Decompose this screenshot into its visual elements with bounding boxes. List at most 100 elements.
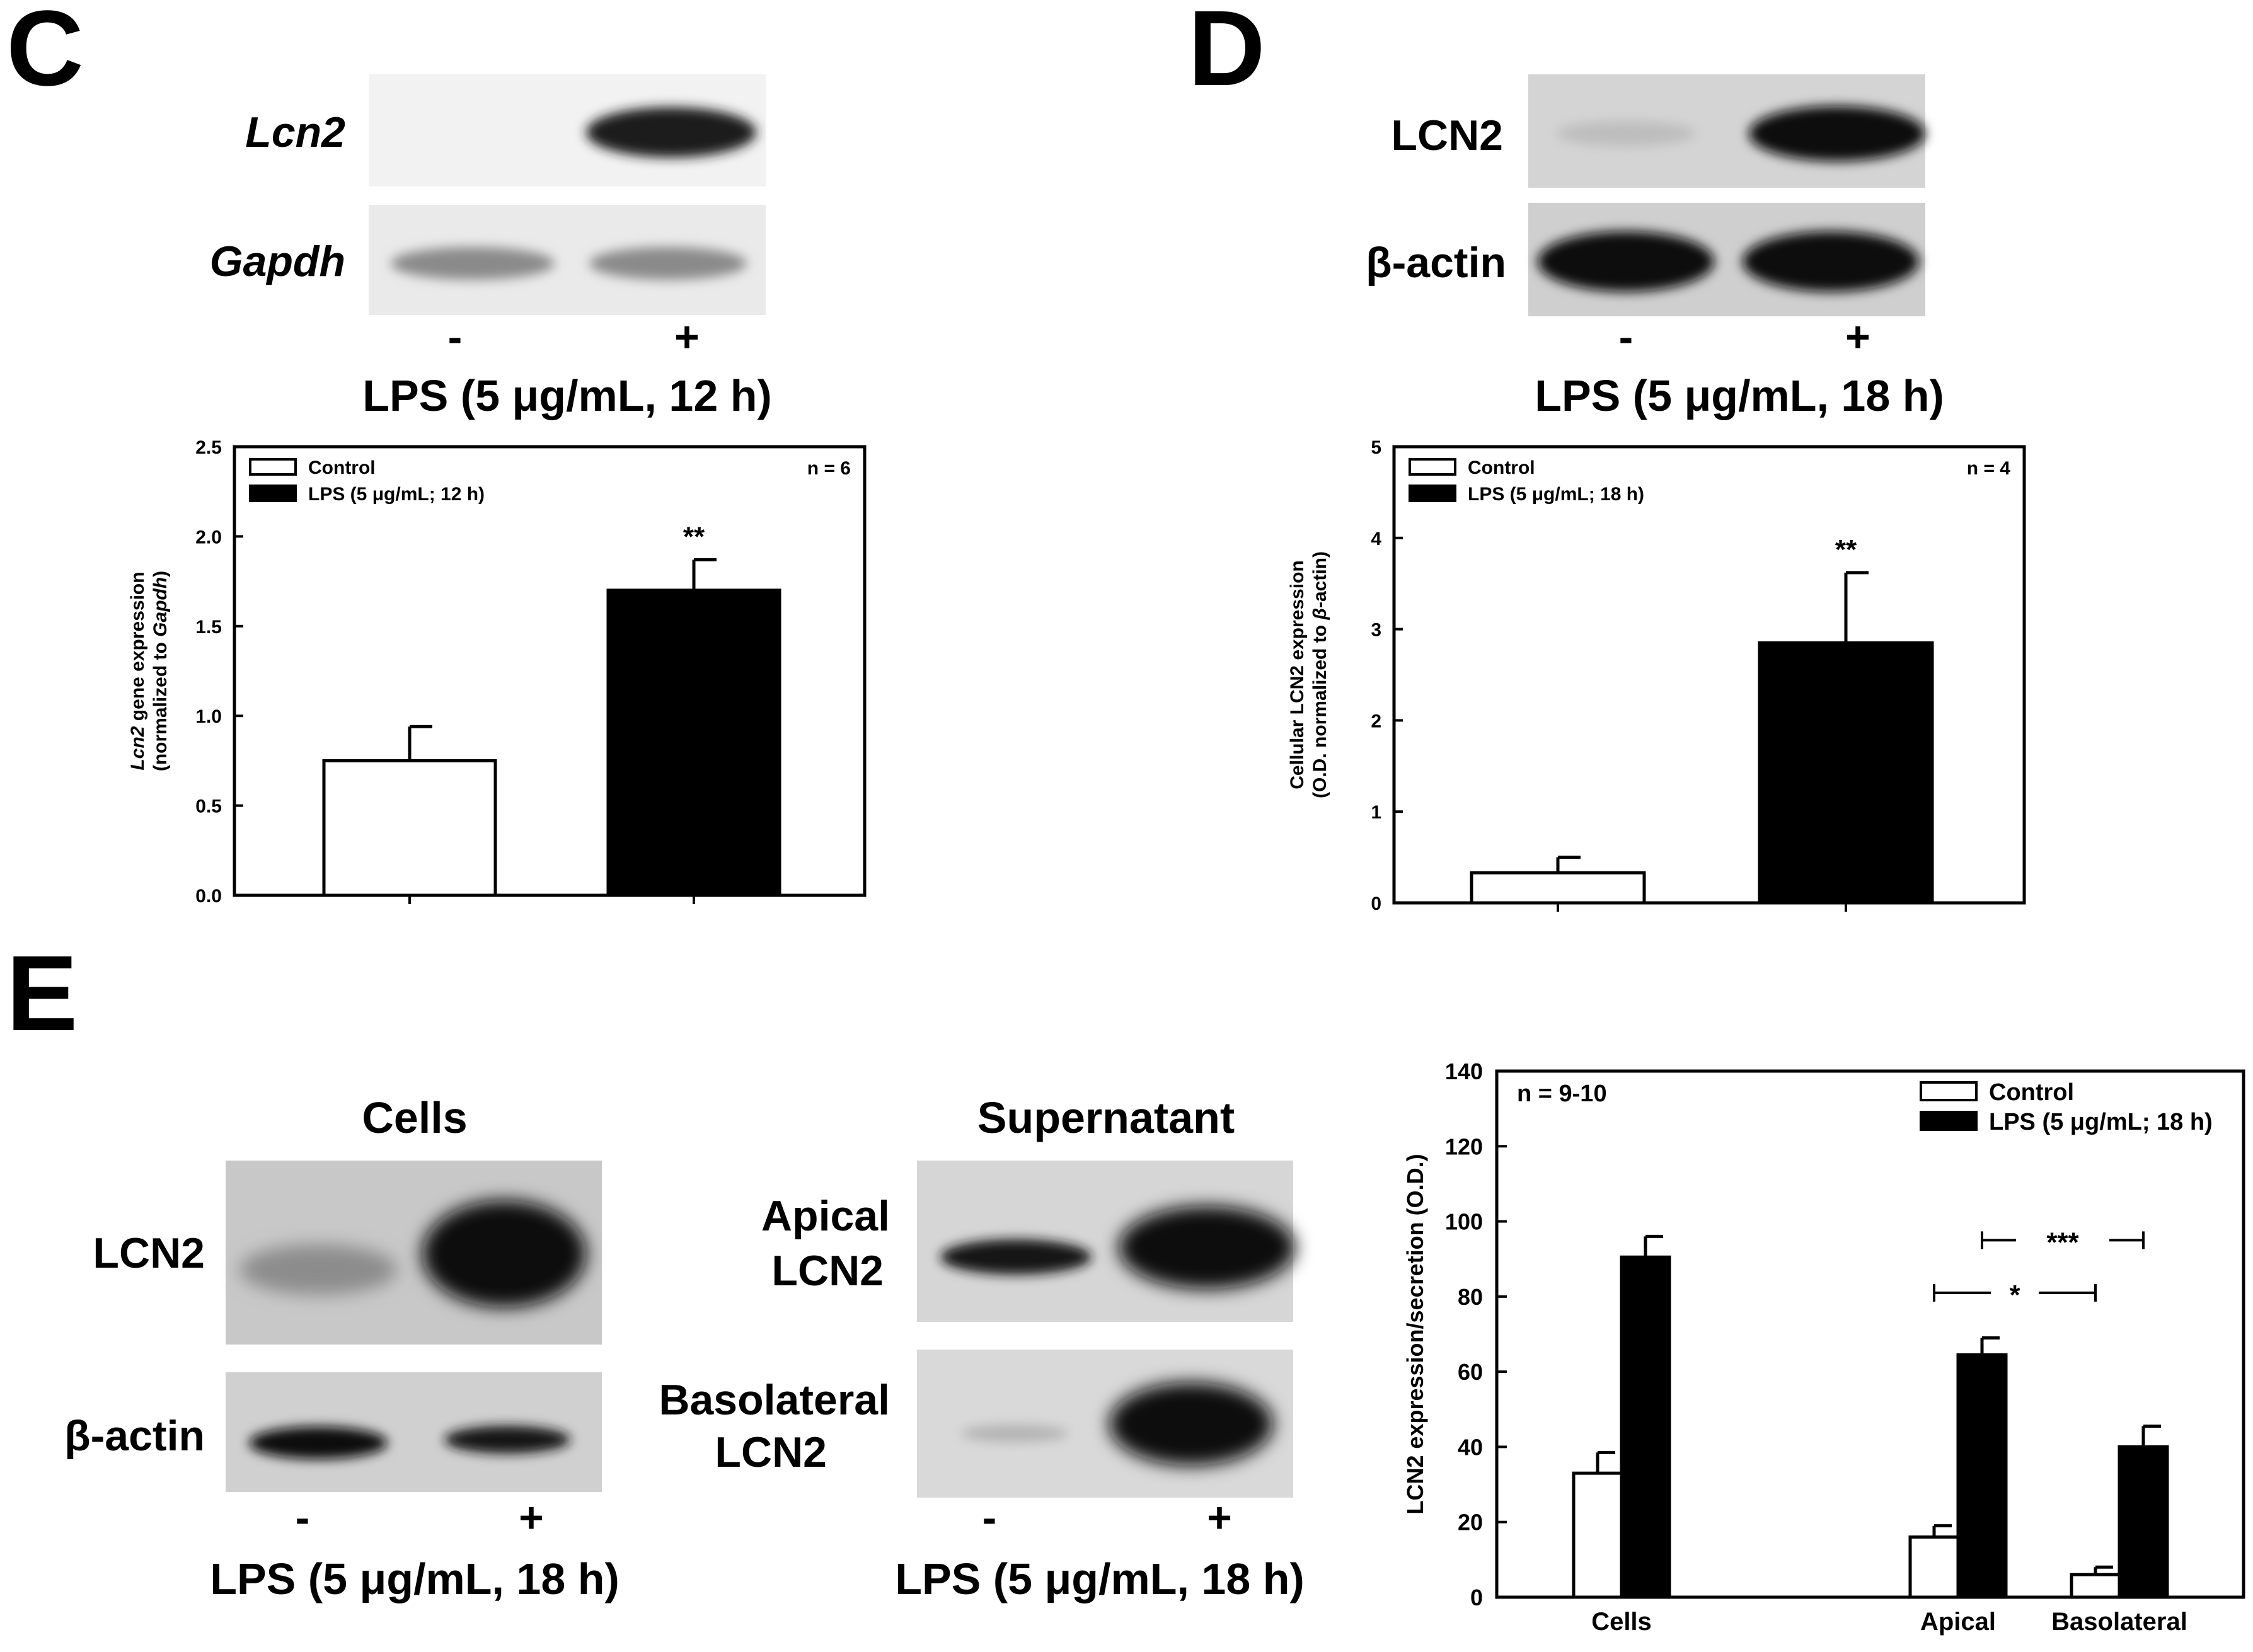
chart-c-ytick-label: 2.5: [195, 437, 222, 458]
chart-e-legend-label: LPS (5 μg/mL; 18 h): [1989, 1109, 2213, 1135]
chart-d-ylabel-part: -actin): [1310, 551, 1330, 608]
chart-d-significance-label: **: [1835, 534, 1857, 565]
blot-e-cells-actin-band-plus: [444, 1426, 570, 1454]
chart-d-ylabel-part: β: [1310, 608, 1330, 621]
chart-c-bar-lps: [606, 588, 781, 897]
chart-c-ylabel-part: ): [150, 571, 171, 577]
blot-e-sup-baso-band-plus: [1109, 1382, 1273, 1466]
chart-c-legend-label: LPS (5 μg/mL; 12 h): [308, 484, 485, 505]
blot-c-lane-minus: -: [448, 313, 463, 361]
chart-d-ytick-label: 3: [1371, 620, 1381, 641]
chart-d-ylabel-part: Cellular LCN2 expression: [1287, 560, 1308, 789]
chart-e-ytick-label: 120: [1445, 1133, 1483, 1159]
chart-c-ylabel-part: (normalized to: [150, 637, 171, 771]
blot-c-gapdh-band-plus: [589, 247, 747, 280]
chart-e-bar-apical-lps: [1956, 1353, 2008, 1599]
chart-e-plot-frame: [1495, 1069, 2245, 1599]
chart-d-legend-label: LPS (5 μg/mL; 18 h): [1468, 484, 1644, 505]
blot-d-actin-band-minus: [1538, 231, 1714, 292]
chart-c-legend-label: Control: [308, 457, 376, 478]
blot-e-sup-title: Supernatant: [977, 1093, 1235, 1142]
chart-c-ytick-label: 1.0: [195, 706, 222, 727]
chart-d-ylabel-line-2: (O.D. normalized to β-actin): [1310, 551, 1330, 798]
blot-c-row-label-2: Gapdh: [210, 238, 345, 285]
chart-d-ytick-label: 5: [1371, 437, 1381, 458]
chart-c-legend-swatch: [249, 485, 297, 502]
chart-d-legend-swatch: [1409, 485, 1456, 502]
chart-d-ylabel-part: (O.D. normalized to: [1310, 620, 1330, 798]
blot-c-lane-plus: +: [674, 313, 700, 361]
chart-e-xtick-label: Apical: [1920, 1608, 1996, 1636]
chart-e-ylabel: LCN2 expression/secretion (O.D.): [1402, 1154, 1428, 1514]
chart-e-bar-basolateral-control: [2070, 1573, 2121, 1599]
chart-e: 0 20 40 60 80 100 120 140 Cells Apical Basolateral…: [1402, 1058, 2245, 1636]
chart-e-ytick-label: 100: [1445, 1209, 1483, 1235]
blot-e-cells-caption: LPS (5 μg/mL, 18 h): [210, 1554, 619, 1603]
blot-e-sup-apical-band-plus: [1119, 1206, 1295, 1289]
chart-d-ytick-label: 1: [1371, 802, 1381, 823]
blot-e-cells-actin-band-minus: [249, 1426, 388, 1459]
chart-e-bar-basolateral-lps: [2118, 1445, 2169, 1599]
chart-c-n-label: n = 6: [807, 458, 851, 479]
chart-c-ylabel-part: gene expression: [127, 571, 148, 726]
blot-e-cells-lane-plus: +: [519, 1494, 544, 1542]
chart-e-ytick-label: 40: [1458, 1434, 1483, 1460]
blot-e-supernatant: Supernatant Apical LCN2 Basolateral LCN2…: [659, 1093, 1304, 1603]
blot-e-sup-apical-band-minus: [940, 1239, 1092, 1275]
blot-d-lcn2-band-minus: [1557, 121, 1695, 146]
chart-d-ytick-label: 2: [1371, 711, 1381, 731]
blot-e-sup-lane-plus: +: [1207, 1494, 1232, 1542]
chart-e-xtick-label: Basolateral: [2051, 1608, 2187, 1636]
blot-e-sup-row-label-1b: LCN2: [771, 1247, 884, 1295]
blot-e-sup-row-label-1a: Apical: [761, 1192, 890, 1240]
chart-e-ytick-label: 60: [1458, 1359, 1483, 1385]
blot-d: LCN2 β-actin - + LPS (5 μg/mL, 18 h): [1366, 74, 1944, 420]
chart-e-significance-apical-baso-control-label: *: [2009, 1280, 2020, 1311]
blot-c: Lcn2 Gapdh - + LPS (5 μg/mL, 12 h): [210, 74, 772, 420]
chart-c-plot-frame: [233, 445, 867, 897]
blot-c-gapdh-band-minus: [391, 247, 555, 280]
chart-c-ytick-label: 0.0: [195, 886, 222, 907]
blot-d-lcn2-band-plus: [1749, 106, 1925, 161]
blot-d-actin-band-plus: [1743, 231, 1919, 292]
chart-c-ytick-label: 1.5: [195, 617, 222, 638]
blot-e-cells-lane-minus: -: [296, 1494, 310, 1542]
chart-e-ytick-label: 140: [1445, 1058, 1483, 1084]
chart-e-xtick-label: Cells: [1591, 1608, 1652, 1636]
panel-label-d: D: [1188, 0, 1265, 108]
chart-e-n-label: n = 9-10: [1517, 1081, 1607, 1107]
blot-d-lane-minus: -: [1619, 313, 1634, 361]
chart-e-bar-apical-control: [1908, 1535, 1960, 1599]
blot-e-sup-lane-minus: -: [982, 1494, 997, 1542]
chart-d-plot-frame: [1392, 445, 2026, 905]
chart-e-significance-apical-baso-lps-label: ***: [2046, 1227, 2079, 1258]
blot-d-row-label-1: LCN2: [1391, 112, 1503, 159]
blot-e-cells: Cells LCN2 β-actin - + LPS (5 μg/mL, 18 …: [64, 1093, 619, 1603]
blot-c-lcn2-band-plus: [586, 107, 756, 158]
blot-e-cells-lcn2-band-minus: [239, 1244, 397, 1295]
chart-e-legend-swatch: [1920, 1111, 1978, 1131]
chart-c-legend-swatch: [249, 458, 297, 476]
chart-d-legend-swatch: [1409, 458, 1456, 476]
chart-d: 0 1 2 3 4 5 ** Control LPS (5 μg/mL; 18 h) n = 4 C…: [1287, 437, 2026, 914]
chart-e-ytick-label: 80: [1458, 1284, 1483, 1310]
blot-c-caption: LPS (5 μg/mL, 12 h): [362, 371, 772, 420]
blot-e-cells-row-label-2: β-actin: [64, 1412, 205, 1460]
chart-e-legend-swatch: [1920, 1081, 1978, 1101]
chart-c-ylabel-part: Lcn2: [127, 726, 148, 770]
blot-d-row-label-2: β-actin: [1366, 239, 1506, 287]
chart-c-ytick-label: 2.0: [195, 527, 222, 548]
blot-d-lane-plus: +: [1845, 313, 1870, 361]
panel-label-c: C: [6, 0, 84, 108]
chart-d-ytick-label: 4: [1371, 529, 1381, 549]
chart-c-ylabel-line-2: (normalized to Gapdh): [150, 571, 171, 771]
blot-e-sup-row-label-2b: LCN2: [715, 1428, 827, 1476]
chart-d-bar-control: [1470, 871, 1646, 905]
chart-e-ytick-label: 20: [1458, 1510, 1483, 1535]
blot-c-row-label-1: Lcn2: [245, 108, 345, 156]
blot-e-cells-row-label-1: LCN2: [93, 1229, 205, 1277]
chart-c-ylabel-line-1: Lcn2 gene expression: [127, 571, 148, 770]
blot-e-sup-baso-band-minus: [961, 1425, 1068, 1442]
chart-c: 0.0 0.5 1.0 1.5 2.0 2.5 ** Control LPS (5 μg/mL;…: [127, 437, 867, 907]
